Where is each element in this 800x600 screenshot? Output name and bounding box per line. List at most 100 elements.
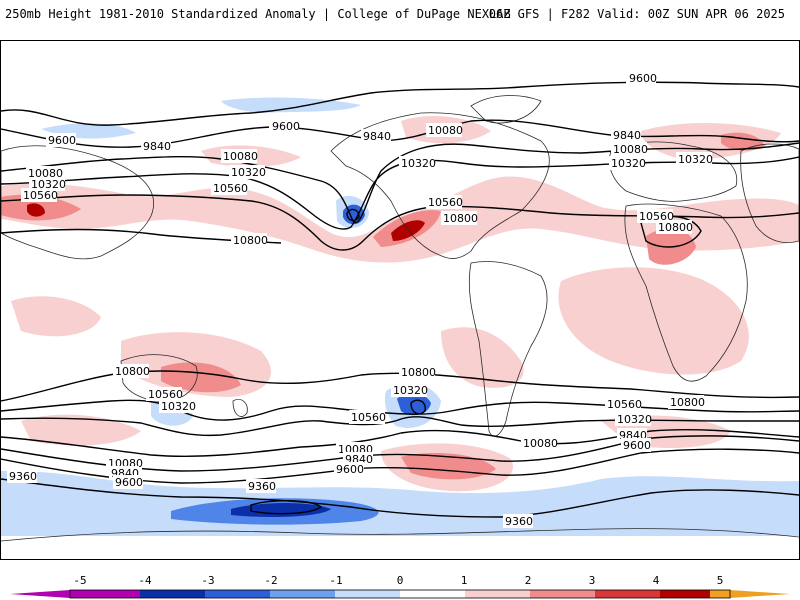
label-9360-east: 9360 bbox=[505, 515, 533, 528]
colorbar-segment-n2 bbox=[270, 590, 335, 598]
australia-coast bbox=[120, 354, 198, 402]
contour-low-pacific bbox=[346, 208, 360, 222]
africa-coast bbox=[624, 203, 748, 382]
positive-anomaly-south-west bbox=[21, 414, 141, 446]
label-10560-south-east: 10560 bbox=[607, 398, 642, 411]
colorbar-tick-p5: 5 bbox=[717, 574, 724, 587]
map-title: 250mb Height 1981-2010 Standardized Anom… bbox=[5, 7, 511, 21]
label-10320-south-west: 10320 bbox=[161, 400, 196, 413]
colorbar-arrow-left bbox=[10, 590, 70, 598]
world-map: 9600 9600 9600 9840 9840 9840 10080 1008… bbox=[1, 71, 799, 542]
colorbar-tick-n2: -2 bbox=[264, 574, 277, 587]
label-9600-south-mid: 9600 bbox=[336, 463, 364, 476]
label-9840-east: 9840 bbox=[613, 129, 641, 142]
negative-anomaly-far-east bbox=[691, 487, 799, 528]
label-10320-south-mid: 10320 bbox=[393, 384, 428, 397]
coastlines bbox=[1, 95, 799, 542]
label-10800-pacific: 10800 bbox=[233, 234, 268, 247]
colorbar-segment-n1 bbox=[335, 590, 400, 598]
label-10560-south-mid: 10560 bbox=[351, 411, 386, 424]
label-10560-south-west: 10560 bbox=[148, 388, 183, 401]
colorbar-tick-zero: 0 bbox=[397, 574, 404, 587]
label-10560-pacific: 10560 bbox=[213, 182, 248, 195]
colorbar-tick-p4: 4 bbox=[653, 574, 660, 587]
contour-9840-north bbox=[1, 119, 799, 148]
label-9840-pacific: 9840 bbox=[363, 130, 391, 143]
colorbar-segment-n5 bbox=[70, 590, 140, 598]
contour-9360-low bbox=[250, 500, 323, 515]
contour-labels: 9600 9600 9600 9840 9840 9840 10080 1008… bbox=[7, 71, 713, 528]
label-10800-america: 10800 bbox=[443, 212, 478, 225]
label-10080-east: 10080 bbox=[613, 143, 648, 156]
label-9360-west: 9360 bbox=[9, 470, 37, 483]
label-10080-west: 10080 bbox=[28, 167, 63, 180]
colorbar-segment-p4 bbox=[660, 590, 710, 598]
colorbar-segment-zero bbox=[400, 590, 465, 598]
colorbar-tick-n5: -5 bbox=[73, 574, 86, 587]
colorbar-outline bbox=[69, 589, 731, 599]
contour-9600-south bbox=[1, 448, 799, 484]
asia-coast bbox=[1, 145, 154, 260]
asia-east-coast bbox=[740, 143, 799, 243]
colorbar-segment-p2 bbox=[530, 590, 595, 598]
label-9360-mid: 9360 bbox=[248, 480, 276, 493]
label-10080-america: 10080 bbox=[428, 124, 463, 137]
label-10320-east: 10320 bbox=[611, 157, 646, 170]
colorbar-tick-p3: 3 bbox=[589, 574, 596, 587]
colorbar-tick-n1: -1 bbox=[329, 574, 342, 587]
label-9600-south-west: 9600 bbox=[115, 476, 143, 489]
label-10320-arctic: 10320 bbox=[678, 153, 713, 166]
contour-9360-south bbox=[1, 478, 799, 518]
negative-anomaly-south-low bbox=[397, 392, 431, 416]
colorbar-segment-p1 bbox=[465, 590, 530, 598]
label-10560-east: 10560 bbox=[639, 210, 674, 223]
label-9840-west: 9840 bbox=[143, 140, 171, 153]
positive-anomaly-indian-ocean bbox=[11, 296, 101, 337]
colorbar-tick-p2: 2 bbox=[525, 574, 532, 587]
positive-anomaly-asia-max bbox=[27, 203, 45, 217]
contour-low-center bbox=[410, 399, 426, 415]
colorbar-tick-n3: -3 bbox=[201, 574, 214, 587]
label-10320-south-east: 10320 bbox=[617, 413, 652, 426]
label-10800-south-west: 10800 bbox=[115, 365, 150, 378]
label-10320-pacific: 10320 bbox=[231, 166, 266, 179]
colorbar-segment-p5 bbox=[710, 590, 730, 598]
colorbar-arrow-right bbox=[730, 590, 790, 598]
contour-10320-south bbox=[1, 416, 799, 437]
contour-10320-north bbox=[1, 156, 799, 230]
europe-coast bbox=[609, 141, 738, 202]
label-10320-west: 10320 bbox=[31, 178, 66, 191]
model-run-info: 06Z GFS | F282 Valid: 00Z SUN APR 06 202… bbox=[488, 7, 785, 21]
label-9600-pacific: 9600 bbox=[272, 120, 300, 133]
south-america-coast bbox=[468, 261, 548, 437]
colorbar-ticks: -5 -4 -3 -2 -1 0 1 2 3 4 5 bbox=[73, 574, 723, 587]
colorbar-segment-n4 bbox=[140, 590, 205, 598]
label-10800-south-mid: 10800 bbox=[401, 366, 436, 379]
label-10080-pacific: 10080 bbox=[223, 150, 258, 163]
label-10560-america: 10560 bbox=[428, 196, 463, 209]
label-10800-africa: 10800 bbox=[658, 221, 693, 234]
new-zealand-coast bbox=[232, 398, 248, 417]
antarctica-coast bbox=[1, 528, 799, 542]
map-header: 250mb Height 1981-2010 Standardized Anom… bbox=[0, 0, 800, 30]
label-9600-north: 9600 bbox=[629, 72, 657, 85]
negative-anomaly-south-deep bbox=[231, 503, 331, 517]
contour-10080-south bbox=[1, 428, 799, 457]
positive-anomaly-south-america bbox=[441, 327, 524, 388]
colorbar-tick-n4: -4 bbox=[138, 574, 152, 587]
greenland-coast bbox=[470, 95, 542, 124]
contour-9840-south bbox=[1, 435, 799, 472]
negative-anomaly-north-pacific bbox=[221, 97, 361, 113]
positive-anomaly-africa bbox=[558, 267, 749, 375]
anomaly-colorbar: -5 -4 -3 -2 -1 0 1 2 3 4 5 bbox=[10, 574, 790, 599]
label-10800-south-east: 10800 bbox=[670, 396, 705, 409]
colorbar-segment-n3 bbox=[205, 590, 270, 598]
map-frame: 9600 9600 9600 9840 9840 9840 10080 1008… bbox=[0, 40, 800, 560]
label-10080-south-east: 10080 bbox=[523, 437, 558, 450]
colorbar-segment-p3 bbox=[595, 590, 660, 598]
label-9600-south-east: 9600 bbox=[623, 439, 651, 452]
positive-anomaly-south-pacific-core bbox=[161, 362, 241, 393]
colorbar-tick-p1: 1 bbox=[461, 574, 468, 587]
north-america-coast bbox=[330, 112, 550, 259]
contour-9600-north bbox=[1, 81, 799, 126]
